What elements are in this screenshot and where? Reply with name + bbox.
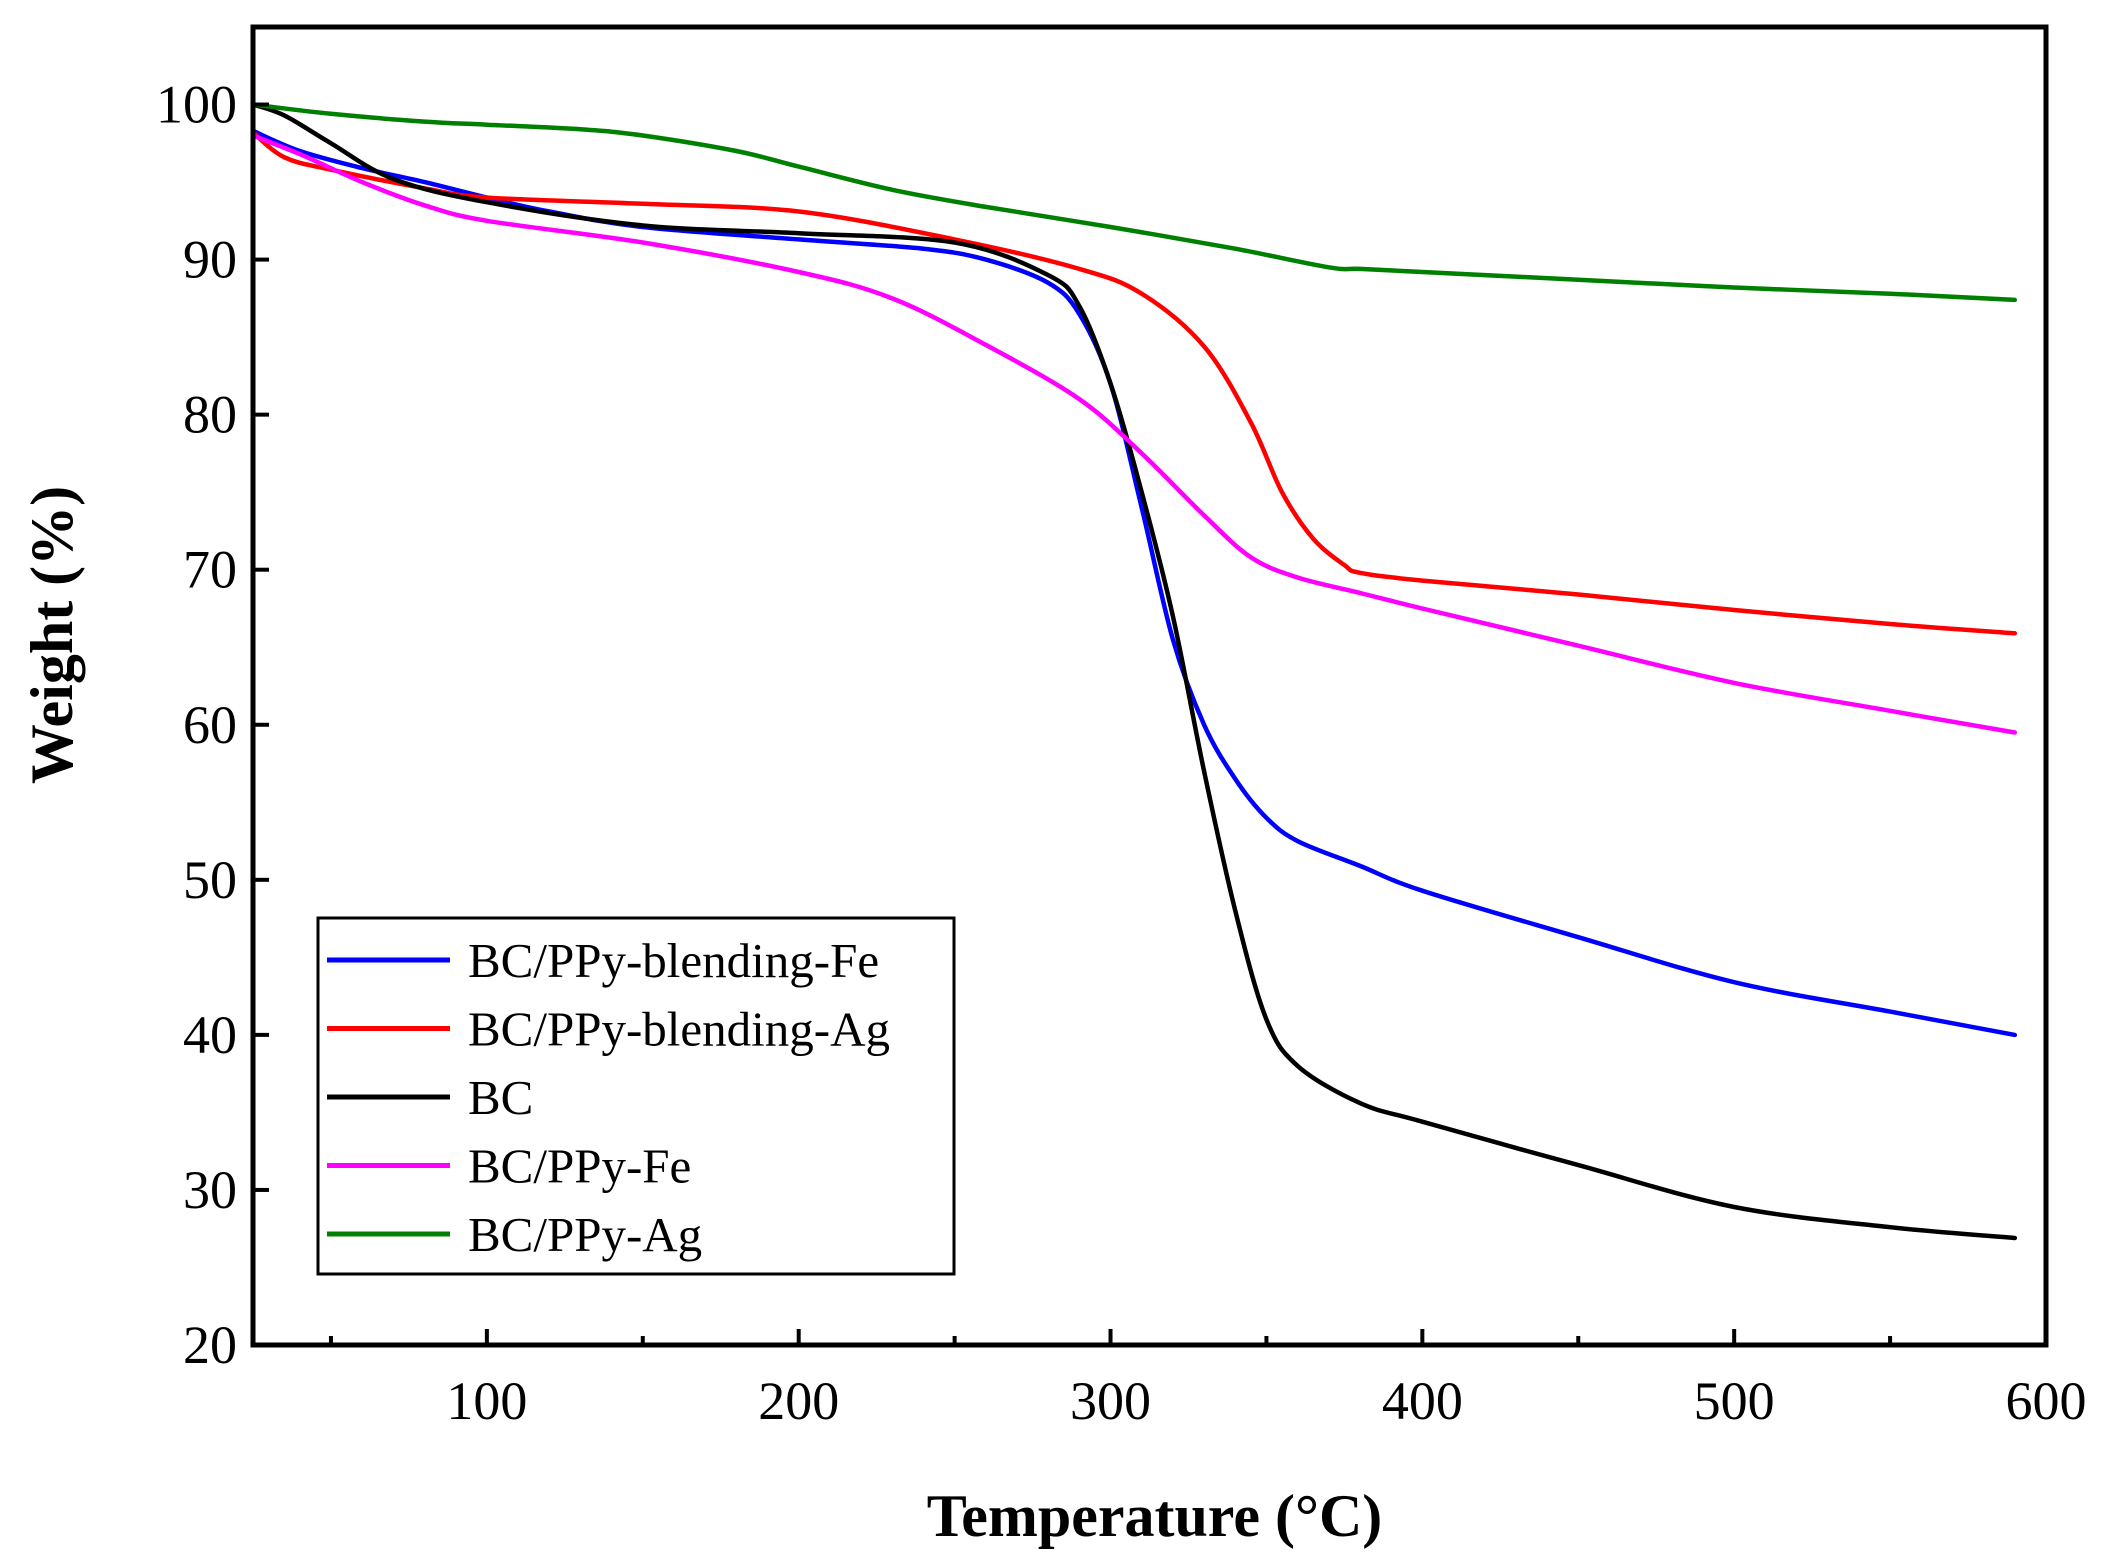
y-tick-label: 30 (183, 1160, 237, 1220)
ticks-layer: 100 200 300 400 500 600 20 30 40 50 60 70 80 90 100 (156, 75, 2087, 1431)
x-axis-title: Temperature (°C) (927, 1483, 1383, 1549)
legend-label-3: BC/PPy-Fe (468, 1139, 691, 1194)
y-tick-label: 60 (183, 695, 237, 755)
series-line-3 (250, 133, 2018, 735)
y-tick-label: 40 (183, 1005, 237, 1065)
x-tick-label: 200 (758, 1371, 839, 1431)
series-line-1 (250, 130, 2018, 636)
x-tick-label: 400 (1382, 1371, 1463, 1431)
legend-label-0: BC/PPy-blending-Fe (468, 933, 879, 988)
series-line-0 (250, 128, 2018, 1038)
legend-label-4: BC/PPy-Ag (468, 1207, 702, 1262)
y-tick-label: 80 (183, 385, 237, 445)
y-tick-label: 70 (183, 540, 237, 600)
legend-label-2: BC (468, 1070, 533, 1125)
series-line-2 (250, 102, 2018, 1241)
y-tick-label: 90 (183, 230, 237, 290)
series-line-4 (250, 102, 2018, 303)
y-axis-title: Weight (%) (19, 486, 85, 784)
x-tick-label: 100 (446, 1371, 527, 1431)
x-tick-label: 600 (2006, 1371, 2087, 1431)
y-tick-label: 50 (183, 850, 237, 910)
x-tick-label: 300 (1070, 1371, 1151, 1431)
x-tick-label: 500 (1694, 1371, 1775, 1431)
y-tick-label: 100 (156, 75, 237, 135)
plot-frame (250, 24, 2049, 1348)
legend: BC/PPy-blending-Fe BC/PPy-blending-Ag BC BC… (316, 916, 956, 1276)
y-tick-label: 20 (183, 1315, 237, 1375)
series-layer (250, 102, 2018, 1241)
legend-label-1: BC/PPy-blending-Ag (468, 1002, 890, 1057)
